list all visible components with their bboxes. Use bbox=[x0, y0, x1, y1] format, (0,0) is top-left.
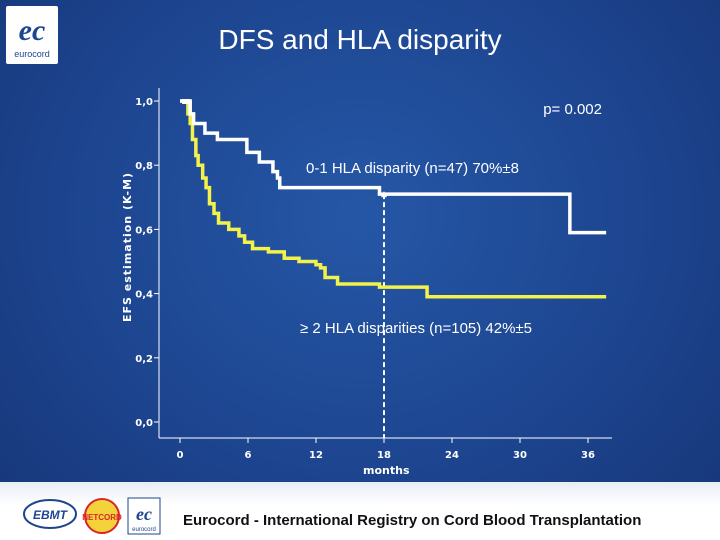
y-tick-label: 0,8 bbox=[135, 161, 153, 172]
x-tick-label: 30 bbox=[513, 450, 527, 461]
y-tick-label: 0,4 bbox=[135, 290, 153, 301]
chart-ticks: 0,0 0,2 0,4 0,6 0,8 1,0 0 6 12 18 24 30 36 bbox=[135, 97, 595, 461]
eurocord-logo: ec eurocord bbox=[6, 6, 58, 64]
eurocord-logo-text: eurocord bbox=[14, 49, 50, 59]
x-axis-label: months bbox=[363, 464, 410, 477]
svg-text:ec: ec bbox=[19, 14, 46, 47]
y-tick-label: 0,6 bbox=[135, 225, 153, 236]
x-tick-label: 12 bbox=[309, 450, 323, 461]
footer-bar: EBMT NETCORD ec eurocord Eurocord - Inte… bbox=[0, 482, 720, 540]
curve-low-disparity bbox=[180, 99, 607, 235]
series-label-high-disparity: ≥ 2 HLA disparities (n=105) 42%±5 bbox=[300, 320, 532, 337]
footer-title: Eurocord - International Registry on Cor… bbox=[183, 512, 642, 529]
chart-curves bbox=[180, 99, 607, 299]
reference-line bbox=[381, 191, 387, 438]
x-tick-label: 0 bbox=[177, 450, 184, 461]
x-tick-label: 6 bbox=[245, 450, 252, 461]
ebmt-logo-text: EBMT bbox=[33, 508, 69, 522]
netcord-logo-text: NETCORD bbox=[82, 513, 122, 522]
y-tick-label: 0,0 bbox=[135, 418, 153, 429]
page-title: DFS and HLA disparity bbox=[218, 24, 502, 55]
ebmt-logo: EBMT bbox=[23, 499, 77, 529]
netcord-logo: NETCORD bbox=[82, 498, 122, 534]
y-tick-label: 0,2 bbox=[135, 354, 153, 365]
curve-high-disparity bbox=[180, 99, 607, 299]
series-label-low-disparity: 0-1 HLA disparity (n=47) 70%±8 bbox=[306, 160, 519, 177]
eurocord-footer-logo: ec eurocord bbox=[127, 497, 161, 535]
p-value-label: p= 0.002 bbox=[543, 101, 602, 118]
y-axis-label: EFS estimation (K-M) bbox=[121, 172, 134, 322]
y-tick-label: 1,0 bbox=[135, 97, 153, 108]
x-tick-label: 24 bbox=[445, 450, 459, 461]
x-tick-label: 36 bbox=[581, 450, 595, 461]
svg-text:ec: ec bbox=[136, 504, 152, 524]
footer-logos: EBMT NETCORD ec eurocord bbox=[23, 497, 161, 535]
curve-start-marker bbox=[182, 99, 190, 104]
chart-axes bbox=[158, 88, 612, 439]
x-tick-label: 18 bbox=[377, 450, 391, 461]
km-chart: 0,0 0,2 0,4 0,6 0,8 1,0 0 6 12 18 24 30 36 EFS estim… bbox=[121, 88, 612, 477]
eurocord-footer-logo-text: eurocord bbox=[132, 527, 156, 533]
